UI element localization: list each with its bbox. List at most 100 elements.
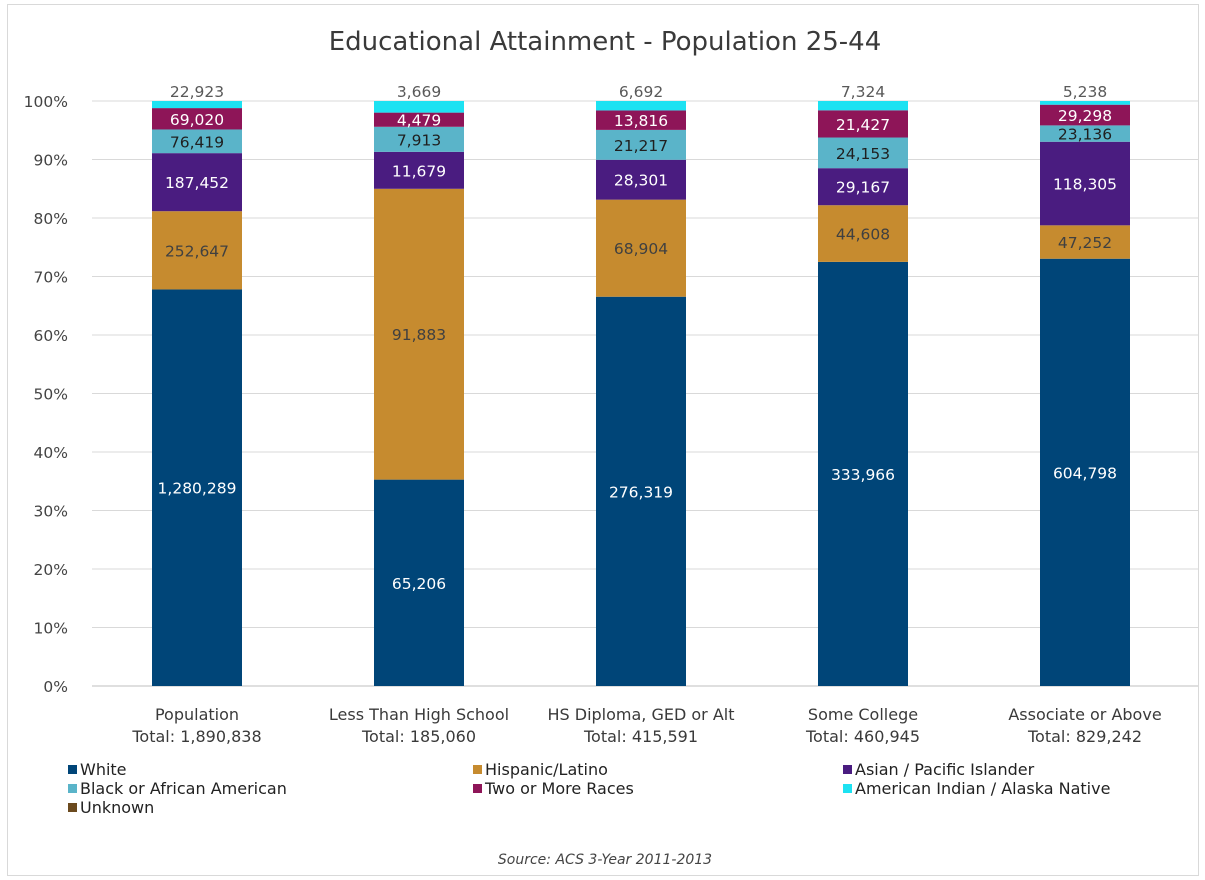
chart-title: Educational Attainment - Population 25-4… [329,27,882,57]
data-label: 29,167 [836,179,890,197]
bar-segment [818,110,908,138]
data-label: 252,647 [165,242,229,260]
legend-swatch [843,784,852,793]
category-total-label: Total: 415,591 [583,727,698,746]
data-label: 187,452 [165,174,229,192]
data-label: 44,608 [836,226,890,244]
category-label: HS Diploma, GED or Alt [547,705,734,724]
bar-segment [374,101,464,113]
data-label: 68,904 [614,240,668,258]
y-tick-label: 70% [34,269,68,287]
data-label: 7,913 [397,131,441,149]
legend-item: Black or African American [68,779,287,798]
legend-label: White [80,760,127,779]
data-label: 22,923 [170,83,224,101]
y-tick-label: 0% [43,678,68,696]
stacked-bar-chart: Educational Attainment - Population 25-4… [24,27,1198,868]
data-label: 3,669 [397,83,441,101]
bar-segment [596,129,686,160]
data-label: 276,319 [609,483,673,501]
source-note: Source: ACS 3-Year 2011-2013 [498,852,712,868]
data-label: 4,479 [397,112,441,130]
bar-segment [1040,258,1130,686]
legend-swatch [68,803,77,812]
bar-segment [818,168,908,206]
bar-segment [374,112,464,127]
data-label: 1,280,289 [158,480,237,498]
bar-segment [152,101,242,109]
y-axis-ticks: 0% 10% 20% 30% 40% 50% 60% 70% 80% 90% 100% [24,93,68,696]
bars [152,101,1130,686]
legend-swatch [473,784,482,793]
bar-segment [818,205,908,262]
bar-segment [596,199,686,297]
category-label: Some College [808,705,918,724]
y-tick-label: 80% [34,210,68,228]
legend-label: Black or African American [80,779,287,798]
bar-segment [374,151,464,189]
legend-label: Hispanic/Latino [485,760,608,779]
data-label: 24,153 [836,145,890,163]
legend-label: Unknown [80,798,154,817]
legend-label: Asian / Pacific Islander [855,760,1035,779]
legend-swatch [473,765,482,774]
bar-segment [374,126,464,152]
category-label: Associate or Above [1008,705,1161,724]
legend-item: Hispanic/Latino [473,760,608,779]
y-tick-label: 40% [34,444,68,462]
bar-segment [1040,104,1130,126]
data-label: 65,206 [392,575,446,593]
data-label: 5,238 [1063,83,1107,101]
bar-segment [1040,101,1130,105]
category-total-label: Total: 1,890,838 [131,727,261,746]
x-axis-categories: Population Total: 1,890,838 Less Than High… [131,705,1161,746]
legend-swatch [68,765,77,774]
data-label: 69,020 [170,111,224,129]
data-label: 333,966 [831,466,895,484]
legend-swatch [68,784,77,793]
bar-segment [818,101,908,111]
category-label: Population [155,705,239,724]
bar-segment [152,108,242,130]
data-label: 118,305 [1053,176,1117,194]
data-label: 47,252 [1058,234,1112,252]
data-label: 23,136 [1058,126,1112,144]
bar-segment [1040,225,1130,259]
category-total-label: Total: 185,060 [361,727,476,746]
data-label: 29,298 [1058,107,1112,125]
data-label: 28,301 [614,172,668,190]
data-label: 76,419 [170,133,224,151]
legend-item: White [68,760,127,779]
y-tick-label: 10% [34,620,68,638]
data-label: 6,692 [619,83,663,101]
bar-segment [152,153,242,212]
y-tick-label: 90% [34,152,68,170]
bar-segment [596,101,686,111]
bar-segment [152,129,242,154]
data-label: 21,427 [836,116,890,134]
legend: White Hispanic/Latino Asian / Pacific Isla… [68,760,1110,817]
category-total-label: Total: 829,242 [1027,727,1142,746]
bar-segment [818,137,908,169]
category-total-label: Total: 460,945 [805,727,920,746]
category-label: Less Than High School [329,705,509,724]
bar-segment [1040,141,1130,226]
bar-segment [152,289,242,686]
bar-segment [596,159,686,200]
data-label: 7,324 [841,83,885,101]
y-tick-label: 30% [34,503,68,521]
bar-segment [1040,125,1130,142]
y-tick-label: 50% [34,386,68,404]
legend-swatch [843,765,852,774]
legend-item: Asian / Pacific Islander [843,760,1035,779]
bar-segment [152,211,242,290]
chart-frame: Educational Attainment - Population 25-4… [7,4,1199,876]
bar-segment [818,261,908,686]
y-tick-label: 60% [34,327,68,345]
data-label: 13,816 [614,112,668,130]
legend-item: Two or More Races [473,779,634,798]
data-label: 11,679 [392,162,446,180]
y-tick-label: 20% [34,561,68,579]
data-labels: 1,280,289 252,647 187,452 76,419 69,020 22,92… [158,83,1118,593]
data-label: 21,217 [614,137,668,155]
